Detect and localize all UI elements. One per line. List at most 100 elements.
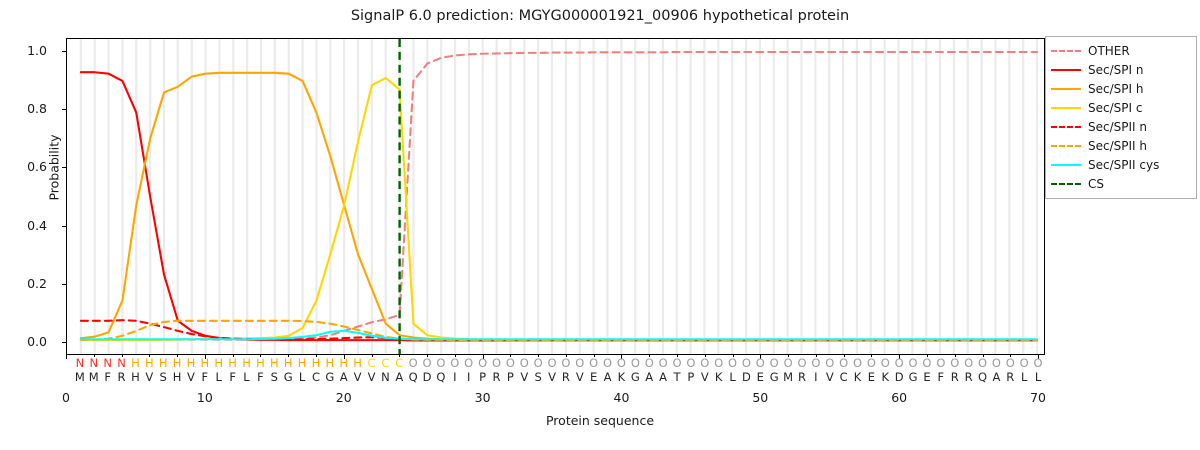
region-label-n: N <box>117 356 126 370</box>
gridlines <box>79 39 1039 354</box>
legend-item: Sec/SPII cys <box>1051 155 1191 174</box>
residue-letter: Q <box>436 370 446 384</box>
residue-letter: F <box>201 370 209 384</box>
residue-letter: G <box>630 370 640 384</box>
region-label-o: O <box>519 356 529 370</box>
residue-letter: I <box>814 370 818 384</box>
region-label-c: C <box>395 356 404 370</box>
region-label-n: N <box>89 356 99 370</box>
residue-letter: M <box>88 370 99 384</box>
legend-swatch-icon <box>1051 45 1081 57</box>
residue-letter: G <box>769 370 779 384</box>
residue-letter: H <box>172 370 182 384</box>
residue-letter: E <box>756 370 764 384</box>
legend-item: Sec/SPI h <box>1051 79 1191 98</box>
plot-area <box>66 38 1045 355</box>
region-label-o: O <box>950 356 960 370</box>
region-label-h: H <box>242 356 251 370</box>
legend-swatch-icon <box>1051 83 1081 95</box>
y-axis-label: Probability <box>46 134 62 201</box>
y-tick-label: 1.0 <box>27 43 47 59</box>
region-label-n: N <box>103 356 112 370</box>
residue-letter: F <box>257 370 264 384</box>
x-minor-tick <box>454 355 456 357</box>
x-minor-tick <box>399 355 401 357</box>
region-label-o: O <box>880 356 890 370</box>
region-label-o: O <box>589 356 599 370</box>
residue-letter: L <box>729 370 736 384</box>
y-tick-mark <box>62 283 66 285</box>
residue-letter: V <box>520 370 529 384</box>
residue-letter: L <box>1034 370 1042 384</box>
region-label-o: O <box>908 356 918 370</box>
x-minor-tick <box>926 355 928 357</box>
region-label-o: O <box>533 356 543 370</box>
residue-letter: S <box>159 370 167 384</box>
x-tick-mark <box>621 355 623 359</box>
residue-letter: Q <box>977 370 988 384</box>
x-tick-mark <box>482 355 484 359</box>
x-tick-label: 70 <box>1030 390 1046 405</box>
legend-item: CS <box>1051 174 1191 193</box>
x-minor-tick <box>649 355 651 357</box>
residue-letter: R <box>950 370 959 384</box>
y-tick-mark <box>62 109 66 111</box>
x-minor-tick <box>93 355 95 357</box>
region-label-o: O <box>450 356 460 370</box>
x-tick-label: 60 <box>891 390 908 405</box>
x-minor-tick <box>288 355 290 357</box>
residue-letter: F <box>937 370 945 384</box>
residue-letter: S <box>270 370 278 384</box>
region-label-h: H <box>283 356 293 370</box>
residue-letter: V <box>575 370 584 384</box>
x-minor-tick <box>593 355 595 357</box>
region-label-o: O <box>922 356 932 370</box>
region-label-c: C <box>367 356 376 370</box>
region-label-h: H <box>311 356 321 370</box>
region-label-o: O <box>575 356 585 370</box>
region-label-h: H <box>339 356 349 370</box>
residue-letter: R <box>492 370 501 384</box>
legend: OTHER Sec/SPI n Sec/SPI h Sec/SPI c Sec/SPII… <box>1045 36 1197 199</box>
residue-letter: A <box>992 370 1001 384</box>
residue-letter: D <box>742 370 751 384</box>
residue-letter: V <box>187 370 195 384</box>
region-label-o: O <box>644 356 654 370</box>
residue-letter: R <box>964 370 973 384</box>
region-label-o: O <box>741 356 751 370</box>
x-tick-mark <box>760 355 762 359</box>
residue-letter: K <box>714 370 723 384</box>
residue-letter: Q <box>408 370 418 384</box>
y-tick-mark <box>62 51 66 53</box>
x-minor-tick <box>954 355 956 357</box>
y-tick-mark <box>62 225 66 227</box>
y-tick-mark <box>62 167 66 169</box>
x-minor-tick <box>538 355 540 357</box>
y-tick-label: 0.4 <box>27 217 47 233</box>
residue-letter: L <box>215 370 222 384</box>
x-tick-mark <box>204 355 206 359</box>
legend-label: Sec/SPI h <box>1088 81 1144 96</box>
region-label-o: O <box>686 356 696 370</box>
residue-letter: E <box>923 370 931 384</box>
x-tick-mark <box>343 355 345 359</box>
region-label-n: N <box>75 356 85 370</box>
legend-label: Sec/SPI n <box>1088 62 1144 77</box>
x-minor-tick <box>232 355 234 357</box>
region-label-o: O <box>603 356 613 370</box>
x-tick-label: 40 <box>613 390 630 405</box>
x-minor-tick <box>315 355 317 357</box>
region-label-h: H <box>269 356 279 370</box>
residue-letter: G <box>908 370 918 384</box>
region-label-h: H <box>200 356 210 370</box>
region-label-o: O <box>977 356 988 370</box>
x-minor-tick <box>177 355 179 357</box>
residue-letter: A <box>645 370 654 384</box>
region-label-o: O <box>964 356 974 370</box>
x-minor-tick <box>427 355 429 357</box>
y-tick-label: 0.8 <box>27 101 47 117</box>
region-label-c: C <box>381 356 390 370</box>
region-label-h: H <box>353 356 362 370</box>
region-label-o: O <box>894 356 904 370</box>
